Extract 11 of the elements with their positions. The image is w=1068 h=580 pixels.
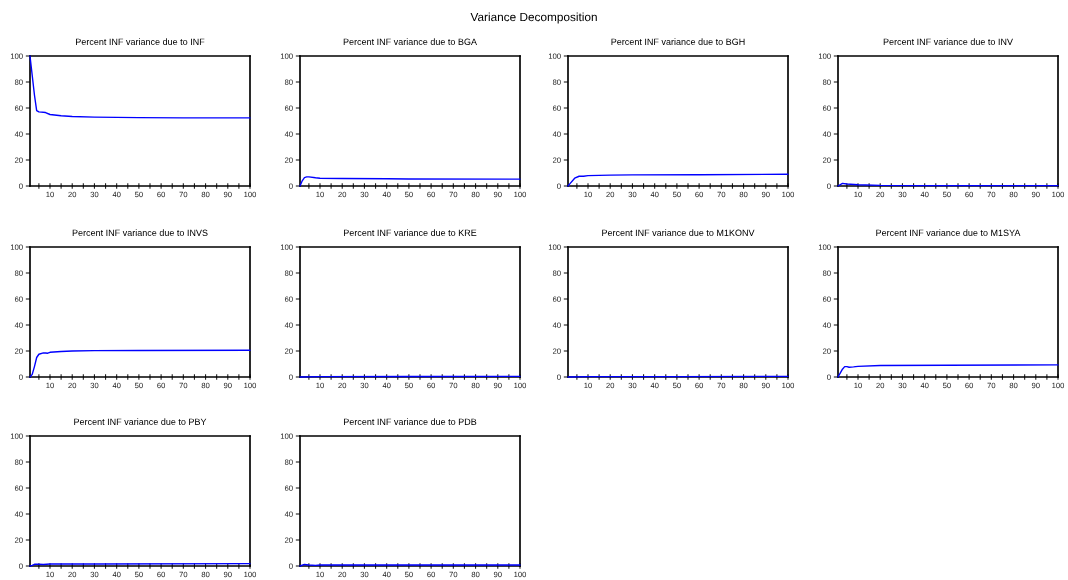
text: Variance Decomposition	[470, 12, 597, 24]
chart-title: Percent INF variance due to PBY	[74, 418, 207, 425]
chart-title: Percent INF variance due to M1SYA	[876, 229, 1021, 236]
chart-title: Percent INF variance due to M1KONV	[602, 229, 755, 236]
chart-title: Percent INF variance due to KRE	[344, 229, 477, 236]
chart-title: Percent INF variance due to BGH	[611, 38, 745, 45]
chart-title: Percent INF variance due to INVS	[72, 229, 208, 236]
chart-title: Percent INF variance due to PDB	[344, 418, 477, 425]
chart-title: Percent INF variance due to BGA	[343, 38, 477, 45]
chart-title: Percent INF variance due to INV	[883, 38, 1013, 45]
chart-title: Percent INF variance due to INF	[76, 38, 205, 45]
